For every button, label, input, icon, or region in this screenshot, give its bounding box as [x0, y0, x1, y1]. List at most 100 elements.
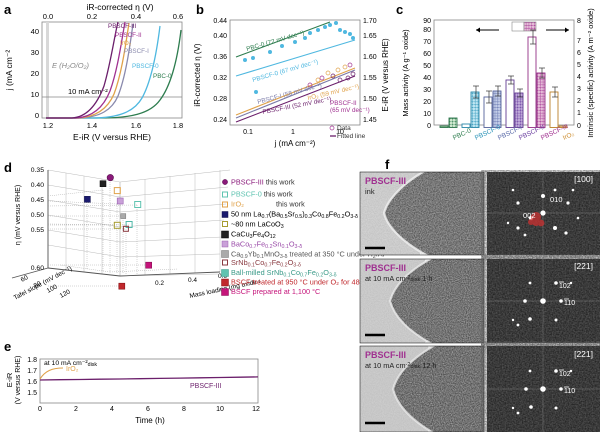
svg-text:E-iR (V versus RHE): E-iR (V versus RHE) — [381, 38, 390, 112]
svg-text:0.24: 0.24 — [213, 117, 227, 124]
svg-text:0: 0 — [35, 111, 39, 120]
svg-text:E (H₂O/O₂): E (H₂O/O₂) — [52, 61, 89, 70]
svg-text:102: 102 — [559, 283, 571, 290]
svg-text:102: 102 — [559, 371, 571, 378]
svg-text:30: 30 — [423, 87, 431, 94]
svg-text:1.55: 1.55 — [363, 75, 377, 82]
svg-text:PBC-0: PBC-0 — [153, 73, 172, 80]
svg-text:at 10 mA cm-2disk 1 h: at 10 mA cm-2disk 1 h — [365, 274, 432, 283]
svg-text:0.6: 0.6 — [173, 12, 183, 21]
svg-text:6: 6 — [146, 406, 150, 413]
svg-text:Time (h): Time (h) — [135, 416, 165, 425]
svg-text:1.5: 1.5 — [27, 390, 37, 397]
svg-text:PBC-0: PBC-0 — [452, 127, 473, 142]
svg-text:80: 80 — [423, 27, 431, 34]
svg-text:0.2: 0.2 — [87, 12, 97, 21]
svg-text:0.4: 0.4 — [131, 12, 141, 21]
svg-text:1.65: 1.65 — [363, 33, 377, 40]
svg-text:12: 12 — [252, 406, 260, 413]
svg-text:2: 2 — [74, 406, 78, 413]
svg-text:1.8: 1.8 — [27, 357, 37, 364]
svg-text:E-iR: E-iR — [5, 372, 14, 387]
svg-text:PBSCF-II: PBSCF-II — [330, 100, 357, 107]
svg-text:30: 30 — [31, 48, 39, 57]
svg-text:110: 110 — [564, 388, 575, 395]
svg-text:7: 7 — [577, 38, 581, 45]
svg-text:BSCF prepared at 1,100 °C: BSCF prepared at 1,100 °C — [231, 287, 320, 296]
svg-text:PBSCF-III: PBSCF-III — [365, 176, 406, 186]
svg-text:CaCu3Fe4O12: CaCu3Fe4O12 — [231, 230, 276, 240]
svg-text:4: 4 — [577, 74, 581, 81]
svg-text:110: 110 — [564, 300, 575, 307]
svg-text:8: 8 — [182, 406, 186, 413]
svg-text:10: 10 — [31, 90, 39, 99]
svg-text:0: 0 — [38, 406, 42, 413]
svg-text:1.2: 1.2 — [43, 121, 53, 130]
svg-text:10: 10 — [423, 111, 431, 118]
svg-text:PBSCF-II: PBSCF-II — [115, 32, 142, 39]
svg-text:1: 1 — [577, 110, 581, 117]
svg-text:~80 nm LaCoO3: ~80 nm LaCoO3 — [231, 220, 284, 230]
svg-text:0.40: 0.40 — [31, 182, 44, 189]
svg-text:4: 4 — [110, 406, 114, 413]
svg-text:at 10 mA cm-2disk 12 h: at 10 mA cm-2disk 12 h — [365, 361, 436, 370]
svg-text:1.4: 1.4 — [87, 121, 97, 130]
svg-text:70: 70 — [423, 39, 431, 46]
svg-text:[100]: [100] — [574, 174, 593, 184]
svg-text:[221]: [221] — [574, 261, 593, 271]
svg-text:0.32: 0.32 — [213, 75, 227, 82]
svg-text:1.70: 1.70 — [363, 18, 377, 25]
svg-text:0.40: 0.40 — [213, 33, 227, 40]
svg-text:Intrinsic (specific) activity: Intrinsic (specific) activity (A m⁻² oxi… — [586, 8, 595, 138]
svg-text:0.0: 0.0 — [43, 12, 53, 21]
svg-text:0.2: 0.2 — [155, 280, 164, 287]
svg-text:2: 2 — [577, 98, 581, 105]
svg-text:0.4: 0.4 — [188, 277, 197, 284]
svg-text:50: 50 — [423, 63, 431, 70]
svg-text:IrO₂: IrO₂ — [120, 40, 132, 47]
svg-text:PBSCF-0 this work: PBSCF-0 this work — [231, 190, 293, 199]
svg-text:8: 8 — [577, 18, 581, 25]
svg-text:120: 120 — [59, 288, 72, 299]
svg-text:PBSCF-III: PBSCF-III — [190, 383, 222, 390]
svg-text:η (mV versus RHE): η (mV versus RHE) — [15, 185, 22, 245]
svg-text:0.35: 0.35 — [31, 167, 44, 174]
svg-text:20: 20 — [423, 99, 431, 106]
svg-text:PBSCF-III: PBSCF-III — [365, 350, 406, 360]
svg-text:0.36: 0.36 — [213, 54, 227, 61]
svg-text:IrO₂: IrO₂ — [66, 366, 79, 373]
svg-text:1.6: 1.6 — [131, 121, 141, 130]
svg-text:(V versus RHE): (V versus RHE) — [15, 356, 22, 405]
svg-text:0.55: 0.55 — [31, 227, 44, 234]
svg-text:[221]: [221] — [574, 349, 593, 359]
svg-text:40: 40 — [31, 27, 39, 36]
svg-text:010: 010 — [550, 195, 563, 204]
svg-text:ink: ink — [365, 187, 375, 196]
svg-text:1: 1 — [291, 129, 295, 136]
svg-text:1.7: 1.7 — [27, 368, 37, 375]
svg-text:0.28: 0.28 — [213, 96, 227, 103]
svg-text:1.6: 1.6 — [27, 379, 37, 386]
svg-text:Fitted line: Fitted line — [337, 133, 366, 140]
svg-text:j (mA cm⁻²: j (mA cm⁻² — [4, 50, 14, 92]
svg-text:E-iR (V versus RHE): E-iR (V versus RHE) — [73, 132, 151, 142]
svg-text:BaCo0.7Fe0.2Sn0.1O3-δ: BaCo0.7Fe0.2Sn0.1O3-δ — [231, 240, 302, 250]
svg-text:60: 60 — [423, 51, 431, 58]
svg-text:PBSCF-I: PBSCF-I — [124, 48, 149, 55]
svg-text:1.60: 1.60 — [363, 54, 377, 61]
svg-text:90: 90 — [423, 18, 431, 25]
svg-text:iR-corrected η (V): iR-corrected η (V) — [86, 2, 153, 12]
svg-text:0.50: 0.50 — [31, 212, 44, 219]
svg-text:Mass activity (A g⁻¹ oxide): Mass activity (A g⁻¹ oxide) — [401, 29, 410, 117]
svg-text:(65 mV dec⁻¹): (65 mV dec⁻¹) — [330, 107, 370, 114]
svg-text:PBSCF-III: PBSCF-III — [108, 23, 137, 30]
svg-text:100: 100 — [46, 283, 59, 294]
svg-text:10: 10 — [216, 406, 224, 413]
svg-text:PBSCF-III this work: PBSCF-III this work — [231, 178, 295, 187]
svg-text:3: 3 — [577, 86, 581, 93]
svg-text:iR-corrected η (V): iR-corrected η (V) — [193, 43, 202, 106]
svg-text:0.44: 0.44 — [213, 18, 227, 25]
svg-text:0.60: 0.60 — [31, 265, 44, 272]
svg-text:0: 0 — [577, 123, 581, 130]
svg-text:IrO₂: IrO₂ — [562, 130, 576, 141]
